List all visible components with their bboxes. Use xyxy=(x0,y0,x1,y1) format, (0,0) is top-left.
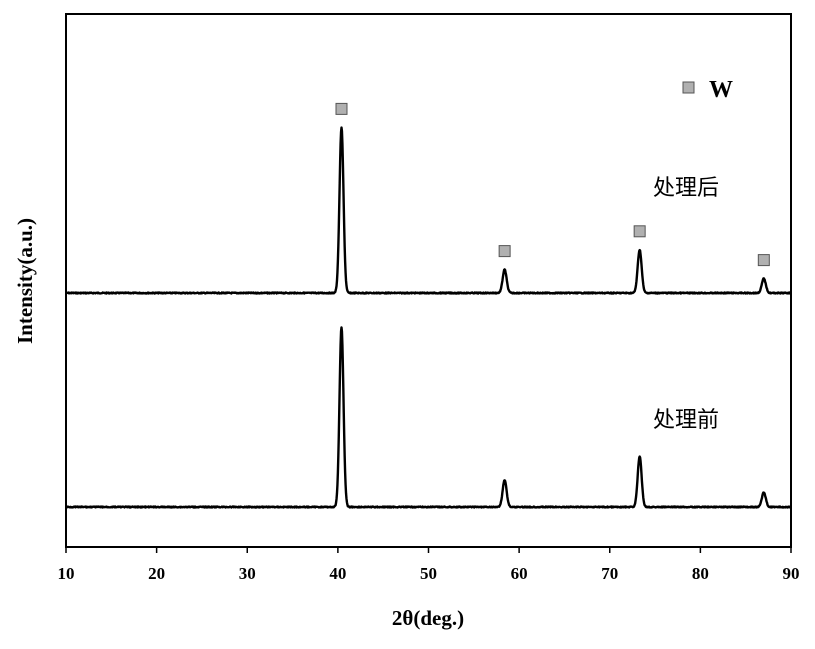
x-tick-label: 20 xyxy=(148,564,165,583)
x-tick-label: 70 xyxy=(601,564,618,583)
legend-label-w: W xyxy=(709,77,733,103)
traces-group xyxy=(65,126,792,509)
series-label-before: 处理前 xyxy=(653,408,719,433)
legend-marker-w xyxy=(682,81,695,94)
x-tick-label: 10 xyxy=(58,564,75,583)
x-tick-label: 60 xyxy=(511,564,528,583)
series-line-1 xyxy=(65,326,792,509)
x-tick-label: 30 xyxy=(239,564,256,583)
peak-markers-group xyxy=(335,102,770,267)
x-tick-label: 40 xyxy=(329,564,346,583)
y-axis-title: Intensity(a.u.) xyxy=(13,218,37,344)
x-tick-label: 80 xyxy=(692,564,709,583)
w-peak-marker xyxy=(633,225,646,238)
plot-frame xyxy=(65,13,792,548)
x-tick-label: 90 xyxy=(783,564,800,583)
x-axis-title: 2θ(deg.) xyxy=(392,606,464,630)
series-line-0 xyxy=(65,126,792,295)
x-tick-label: 50 xyxy=(420,564,437,583)
w-peak-marker xyxy=(335,102,348,115)
legend: W xyxy=(682,77,733,103)
series-label-after: 处理后 xyxy=(653,176,719,201)
w-peak-marker xyxy=(757,254,770,267)
x-axis-ticks: 10 20 30 40 50 60 70 80 90 xyxy=(58,547,800,583)
w-peak-marker xyxy=(498,245,511,258)
